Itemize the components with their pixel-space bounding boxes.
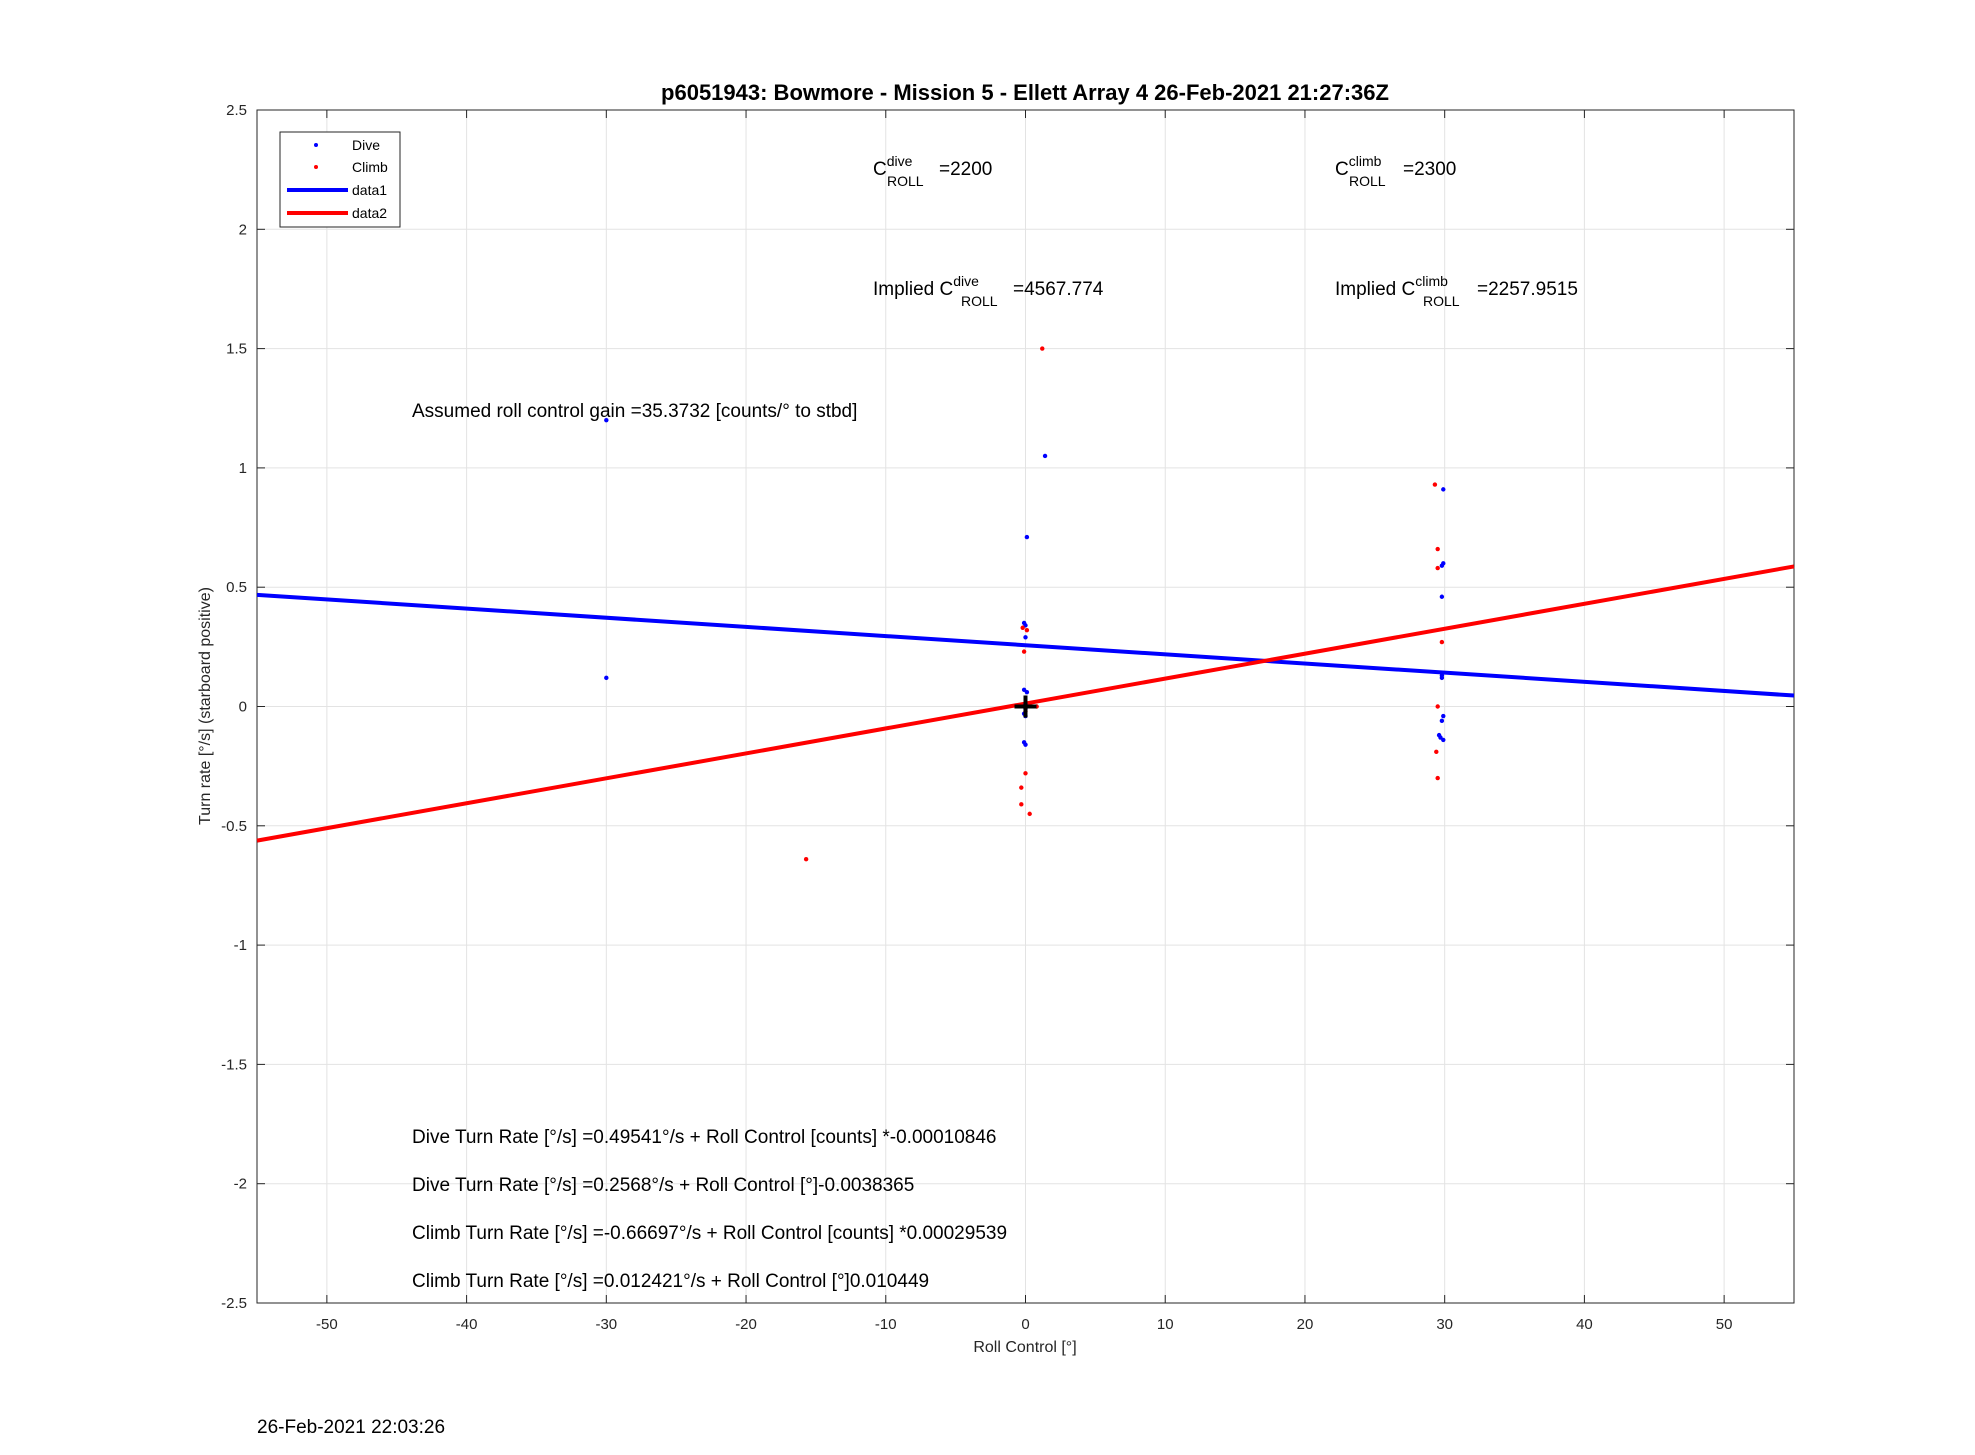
x-tick-label: 20	[1297, 1316, 1314, 1333]
implied-climb-sup: climb	[1415, 273, 1448, 289]
implied-climb-value: =2257.9515	[1477, 279, 1578, 300]
x-axis-label: Roll Control [°]	[973, 1339, 1076, 1356]
climb-point	[1023, 771, 1028, 776]
climb-point	[1019, 785, 1024, 790]
x-tick-label: -40	[456, 1316, 478, 1333]
c-climb-sub: ROLL	[1349, 173, 1386, 189]
implied-climb-base: C	[1402, 279, 1416, 300]
climb-point	[1021, 649, 1027, 654]
x-tick-label: 0	[1021, 1316, 1029, 1333]
implied-climb-sub: ROLL	[1423, 293, 1460, 309]
y-tick-label: -1.5	[221, 1056, 247, 1073]
implied-climb-prefix: Implied	[1335, 279, 1402, 300]
implied-climb-annotation: Implied Cclimb ROLL =2257.9515	[1335, 273, 1578, 309]
data-marks	[256, 346, 1795, 862]
axis-ticks: -50 -40 -30 -20 -10 0 10 20 30 40 50-2.5-2-1.5-1-0…	[221, 102, 1794, 1333]
chart-title: p6051943: Bowmore - Mission 5 - Ellett A…	[661, 80, 1389, 105]
climb-point	[1435, 565, 1440, 571]
dive-point	[604, 417, 609, 423]
climb-point	[1435, 775, 1440, 781]
dive-point	[1439, 594, 1445, 599]
implied-dive-base: C	[940, 279, 954, 300]
y-tick-label: 0	[239, 699, 247, 716]
y-tick-label: -2.5	[221, 1295, 247, 1312]
x-tick-label: -30	[595, 1316, 617, 1333]
x-tick-label: 10	[1157, 1316, 1174, 1333]
legend-climb-marker	[314, 165, 318, 169]
x-tick-label: 50	[1716, 1316, 1733, 1333]
climb-point	[1435, 546, 1440, 552]
y-axis-label: Turn rate [°/s] (starboard positive)	[197, 587, 214, 825]
c-dive-annotation: Cdive ROLL =2200	[873, 153, 992, 189]
implied-dive-sub: ROLL	[961, 293, 998, 309]
x-tick-label: -10	[875, 1316, 897, 1333]
legend-dive-label: Dive	[352, 137, 380, 153]
c-dive-sup: dive	[887, 153, 913, 169]
dive-point	[1441, 487, 1446, 492]
dive-point	[1024, 534, 1030, 540]
legend-dive-marker	[314, 143, 318, 147]
y-tick-label: 2.5	[226, 102, 247, 119]
climb-point	[1040, 346, 1045, 351]
legend-climb-label: Climb	[352, 159, 388, 175]
c-climb-value: =2300	[1403, 159, 1456, 180]
dive-point	[1441, 561, 1446, 566]
gain-annotation: Assumed roll control gain =35.3732 [coun…	[412, 401, 857, 422]
footer-timestamp: 26-Feb-2021 22:03:26	[257, 1417, 446, 1438]
climb-point	[1434, 749, 1439, 755]
c-dive-value: =2200	[939, 159, 992, 180]
c-climb-sup: climb	[1349, 153, 1382, 169]
y-tick-label: 2	[239, 221, 247, 238]
data1-fit-line	[256, 592, 1795, 698]
x-tick-label: -50	[316, 1316, 338, 1333]
climb-point	[1435, 704, 1440, 709]
implied-dive-prefix: Implied	[873, 279, 940, 300]
dive-point	[1023, 742, 1028, 747]
dive-point	[1042, 453, 1048, 459]
climb-point	[1027, 811, 1032, 817]
c-climb-annotation: Cclimb ROLL =2300	[1335, 153, 1456, 189]
implied-dive-sup: dive	[953, 273, 979, 289]
y-tick-label: -1	[234, 937, 247, 954]
climb-point	[1020, 625, 1025, 630]
x-tick-label: -20	[735, 1316, 757, 1333]
y-tick-label: 0.5	[226, 579, 247, 596]
climb-degrees-equation: Climb Turn Rate [°/s] =0.012421°/s + Rol…	[412, 1271, 929, 1292]
dive-point	[1439, 718, 1445, 724]
dive-point	[1441, 737, 1446, 743]
climb-point	[1019, 802, 1024, 807]
c-dive-base: C	[873, 159, 887, 180]
dive-degrees-equation: Dive Turn Rate [°/s] =0.2568°/s + Roll C…	[412, 1175, 914, 1196]
x-tick-label: 40	[1576, 1316, 1593, 1333]
dive-point	[1024, 689, 1030, 695]
dive-point	[1441, 713, 1446, 719]
dive-point	[604, 675, 609, 681]
dive-counts-equation: Dive Turn Rate [°/s] =0.49541°/s + Roll …	[412, 1127, 996, 1148]
legend-data2-label: data2	[352, 205, 387, 221]
climb-point	[1024, 627, 1030, 633]
legend: Dive Climb data1 data2	[279, 131, 401, 228]
c-climb-base: C	[1335, 159, 1349, 180]
y-tick-label: 1	[239, 460, 247, 477]
climb-counts-equation: Climb Turn Rate [°/s] =-0.66697°/s + Rol…	[412, 1223, 1007, 1244]
dive-point	[1439, 675, 1445, 681]
y-tick-label: -0.5	[221, 818, 247, 835]
x-tick-label: 30	[1436, 1316, 1453, 1333]
climb-point	[1432, 482, 1438, 487]
implied-dive-annotation: Implied Cdive ROLL =4567.774	[873, 273, 1104, 309]
dive-point	[1023, 635, 1028, 640]
legend-data1-label: data1	[352, 182, 387, 198]
climb-point	[803, 857, 809, 862]
implied-dive-value: =4567.774	[1013, 279, 1104, 300]
y-tick-label: -2	[234, 1176, 247, 1193]
y-tick-label: 1.5	[226, 341, 247, 358]
climb-point	[1439, 639, 1445, 645]
c-dive-sub: ROLL	[887, 173, 924, 189]
